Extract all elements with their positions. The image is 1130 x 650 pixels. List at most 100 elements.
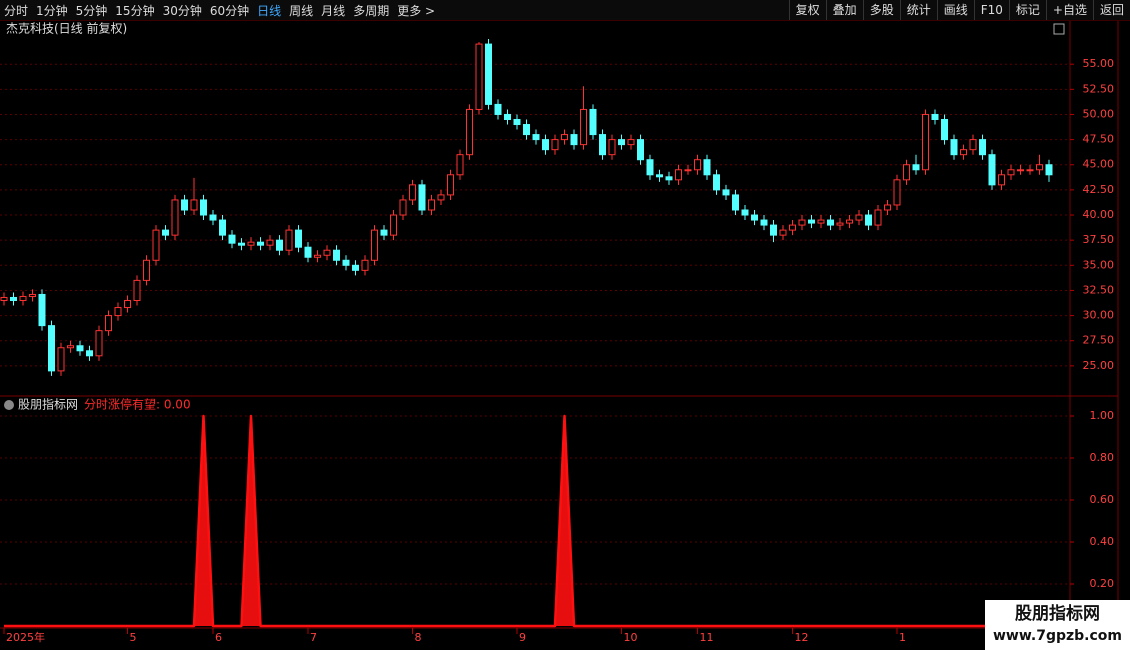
candle-body — [418, 184, 426, 211]
period-tab[interactable]: 15分钟 — [115, 3, 155, 18]
candle-body — [988, 154, 996, 186]
candle-body — [789, 224, 796, 231]
candle-body — [266, 239, 274, 246]
candle-body — [675, 169, 682, 181]
candle-body — [960, 149, 967, 156]
candle-body — [760, 219, 768, 226]
candle-body — [399, 199, 407, 216]
candle-body — [228, 234, 236, 244]
candle-body — [969, 139, 977, 151]
candle-body — [684, 169, 692, 172]
toolbar: 分时 1分钟 5分钟 15分钟 30分钟 60分钟 日线 周线 月线 多周期 更多 > 复权 叠加 多股… — [0, 0, 1130, 21]
candle-body — [57, 347, 65, 372]
candle-body — [855, 214, 863, 221]
period-tab[interactable]: 1分钟 — [36, 3, 68, 18]
candle-body — [181, 199, 188, 211]
candle-body — [200, 199, 207, 216]
y-tick-label: 45.00 — [1083, 158, 1115, 171]
candle-body — [817, 219, 825, 224]
candle-body — [827, 219, 834, 226]
x-tick-label: 1 — [899, 631, 906, 644]
candle-body — [551, 139, 559, 151]
candle-body — [998, 174, 1005, 186]
candle-body — [323, 249, 331, 256]
period-tab[interactable]: 日线 — [257, 3, 282, 18]
candle-body — [152, 229, 160, 261]
candle-body — [599, 134, 606, 156]
candle-body — [618, 139, 625, 146]
candle-body — [912, 164, 920, 171]
candle-body — [295, 229, 302, 248]
candle-body — [950, 139, 958, 156]
window-icon[interactable] — [1053, 23, 1065, 35]
tool-button[interactable]: 画线 — [936, 0, 974, 20]
candle-body — [741, 209, 749, 216]
period-tab[interactable]: 更多 > — [397, 3, 436, 18]
candle-body — [114, 307, 122, 317]
y-tick-label: 0.80 — [1090, 451, 1115, 464]
candle-body — [1036, 164, 1043, 171]
candle-body — [314, 254, 321, 258]
candle-body — [19, 295, 27, 301]
candle-body — [380, 229, 388, 236]
period-tab[interactable]: 多周期 — [353, 3, 390, 18]
candle-body — [979, 139, 986, 156]
tool-button[interactable]: 叠加 — [825, 0, 863, 20]
tool-button[interactable]: 复权 — [788, 0, 826, 20]
x-tick-label: 7 — [310, 631, 317, 644]
candle-body — [1007, 169, 1015, 176]
collapse-icon[interactable] — [4, 400, 14, 410]
y-tick-label: 0.20 — [1090, 577, 1115, 590]
tool-button[interactable]: +自选 — [1045, 0, 1093, 20]
period-tab[interactable]: 月线 — [321, 3, 346, 18]
period-tab[interactable]: 5分钟 — [75, 3, 108, 18]
candle-body — [485, 43, 492, 105]
candle-body — [342, 259, 350, 266]
x-tick-label: 10 — [624, 631, 638, 644]
x-tick-label: 6 — [215, 631, 222, 644]
candle-body — [532, 134, 540, 141]
tool-button[interactable]: 多股 — [862, 0, 900, 20]
candle-body — [1026, 169, 1034, 172]
candle-body — [874, 209, 882, 226]
candle-body — [219, 219, 226, 236]
candle-body — [722, 189, 730, 196]
candle-body — [779, 229, 787, 236]
candle-body — [475, 43, 483, 110]
x-tick-label: 2025年 — [6, 630, 45, 644]
candle-body — [713, 174, 720, 191]
tool-button[interactable]: 标记 — [1008, 0, 1046, 20]
candle-body — [589, 108, 597, 136]
candle-body — [865, 214, 872, 226]
tool-button[interactable]: 返回 — [1092, 0, 1130, 20]
candle-body — [523, 124, 530, 136]
period-tab[interactable]: 30分钟 — [162, 3, 202, 18]
candle-body — [276, 239, 283, 251]
x-tick-label: 12 — [795, 631, 809, 644]
tool-button[interactable]: 统计 — [899, 0, 937, 20]
candle-body — [143, 259, 150, 281]
y-tick-label: 1.00 — [1090, 409, 1115, 422]
period-tab[interactable]: 周线 — [289, 3, 314, 18]
watermark: 股朋指标网 www.7gpzb.com — [985, 600, 1130, 650]
x-tick-label: 9 — [519, 631, 526, 644]
candle-body — [76, 345, 84, 352]
candle-body — [931, 113, 939, 120]
candle-body — [456, 154, 464, 176]
candle-body — [608, 139, 616, 156]
candle-body — [437, 194, 445, 201]
candle-body — [656, 174, 663, 178]
candle-body — [409, 184, 416, 201]
y-tick-label: 0.40 — [1090, 535, 1115, 548]
y-tick-label: 32.50 — [1083, 283, 1115, 296]
candle-body — [637, 139, 644, 161]
y-tick-label: 0.60 — [1090, 493, 1115, 506]
tool-button[interactable]: F10 — [973, 0, 1009, 20]
period-tab[interactable]: 60分钟 — [209, 3, 250, 18]
candle-body — [903, 164, 910, 181]
candle-body — [285, 229, 293, 251]
period-tab[interactable]: 分时 — [4, 3, 29, 18]
candle-body — [447, 174, 454, 196]
indicator-title: 股朋指标网 — [18, 397, 78, 412]
